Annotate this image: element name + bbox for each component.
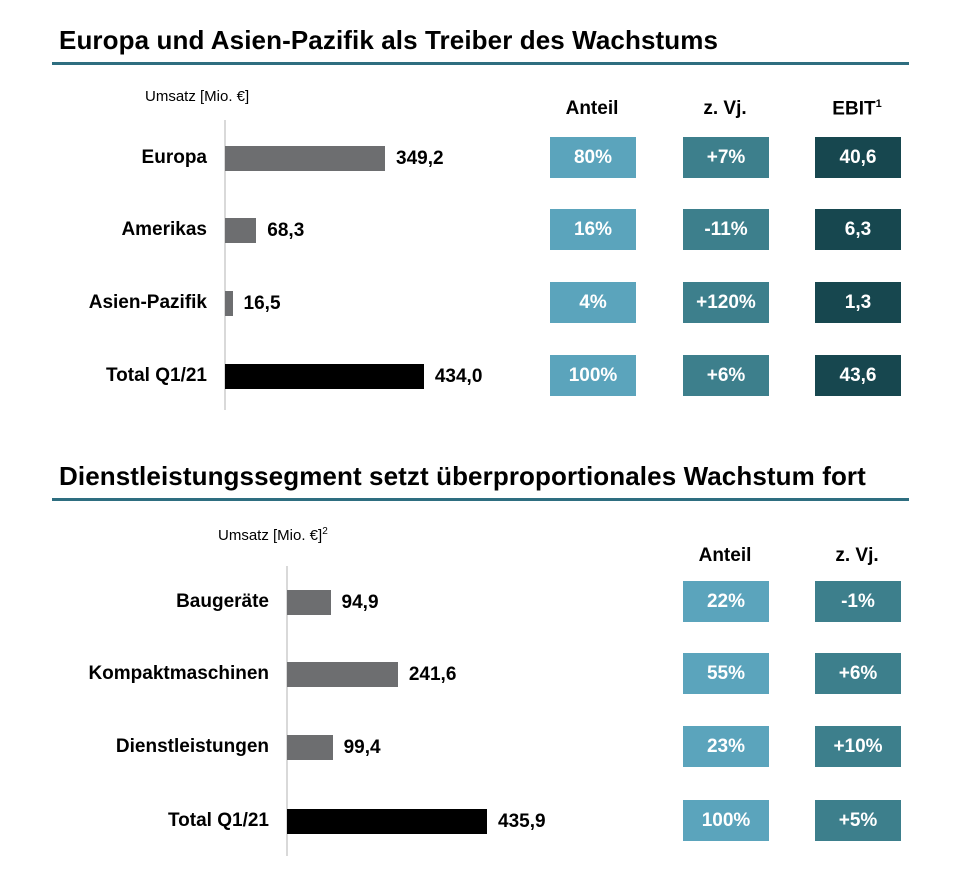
value-label: 99,4 [343,737,381,758]
column-header-text: Anteil [698,545,752,566]
category-label: Amerikas [121,219,207,240]
value-label: 94,9 [341,592,379,613]
table-cell: +6% [683,355,769,396]
table-cell: +7% [683,137,769,178]
table-cell: 80% [550,137,636,178]
bar [287,735,333,760]
bar-axis [224,120,226,410]
value-label: 349,2 [396,148,444,169]
value-label: 16,5 [243,293,281,314]
category-label: Baugeräte [176,591,269,612]
value-label: 435,9 [498,811,546,832]
bar [287,590,331,615]
value-label: 434,0 [434,366,483,387]
unit-label: Umsatz [Mio. €]2 [218,526,328,544]
unit-text: Umsatz [Mio. €] [145,88,250,105]
column-header-text: z. Vj. [835,545,879,566]
column-header-text: z. Vj. [703,98,747,119]
category-label: Total Q1/21 [105,365,207,386]
category-label: Asien-Pazifik [88,292,207,313]
value-label: 241,6 [408,664,457,685]
table-cell: 6,3 [815,209,901,250]
bar [225,218,257,243]
column-header-footnote: 1 [875,98,882,110]
category-label: Europa [141,147,207,168]
table-cell: 100% [550,355,636,396]
chart-title: Europa und Asien-Pazifik als Treiber des… [59,25,719,55]
unit-label: Umsatz [Mio. €] [145,88,249,105]
category-label: Kompaktmaschinen [88,663,269,684]
column-header-text: EBIT [832,98,876,120]
chart-title: Dienstleistungssegment setzt überproport… [59,461,866,491]
table-cell: 22% [683,581,769,622]
column-header: Anteil [683,545,767,567]
table-cell: 40,6 [815,137,901,178]
table-cell: 16% [550,209,636,250]
bar-axis [286,566,288,856]
title-rule [52,62,909,65]
total-bar [287,809,487,834]
table-cell: +5% [815,800,901,841]
column-header-text: Anteil [565,98,619,119]
column-header: z. Vj. [815,545,899,567]
table-cell: -1% [815,581,901,622]
title-rule [52,498,909,501]
total-bar [225,364,424,389]
column-header: EBIT1 [815,98,899,120]
category-label: Dienstleistungen [115,736,269,757]
table-cell: 23% [683,726,769,767]
value-label: 68,3 [267,220,305,241]
column-header: Anteil [550,98,634,120]
column-header: z. Vj. [683,98,767,120]
bar [225,146,385,171]
category-label: Total Q1/21 [167,810,269,831]
table-cell: -11% [683,209,769,250]
table-cell: 4% [550,282,636,323]
bar [225,291,233,316]
table-cell: 43,6 [815,355,901,396]
bar [287,662,398,687]
table-cell: 100% [683,800,769,841]
table-cell: +120% [683,282,769,323]
unit-footnote: 2 [322,526,328,537]
table-cell: +6% [815,653,901,694]
table-cell: +10% [815,726,901,767]
table-cell: 55% [683,653,769,694]
unit-text: Umsatz [Mio. €] [218,527,323,544]
table-cell: 1,3 [815,282,901,323]
